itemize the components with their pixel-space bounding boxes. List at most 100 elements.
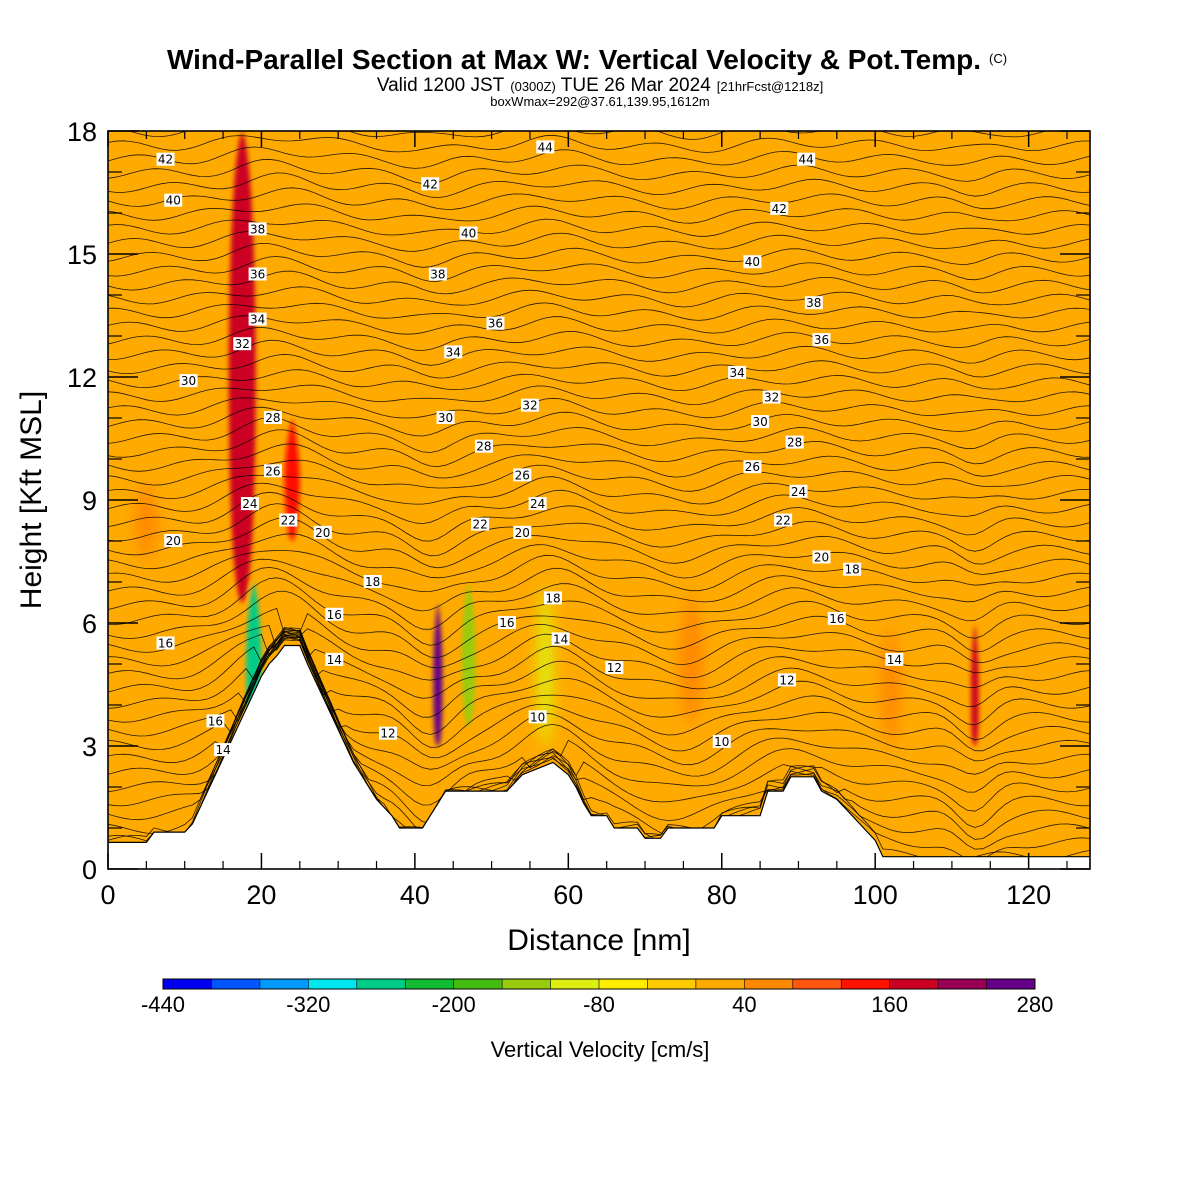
contour-label-bg [363,575,382,588]
contour-label-text: 22 [472,518,487,532]
contour-label: 36 [486,316,505,331]
contour-label-bg [486,316,505,330]
theta-contour-46 [108,203,1090,224]
colorbar-tick-label: -80 [583,992,615,1017]
theta-contour-38 [108,315,1090,335]
theta-contour-52 [127,131,1047,140]
contour-label-bg [543,591,562,605]
contour-label-text: 26 [265,464,280,478]
theta-contour-36 [108,339,1090,366]
contour-label-bg [263,411,282,424]
contour-label-text: 44 [538,140,553,154]
contour-label-bg [827,611,846,625]
contour-label-text: 36 [814,333,829,347]
y-tick-label: 18 [67,117,97,147]
colorbar-swatch [792,979,842,989]
theta-contour-12 [108,635,1090,718]
valid-date: TUE 26 Mar 2024 [561,75,711,96]
contour-label-bg [762,390,781,404]
contour-label-bg [164,193,183,207]
contour-label-text: 10 [714,735,729,749]
contour-label: 16 [325,607,344,622]
contour-label-bg [774,513,793,527]
contour-label-text: 24 [791,485,806,499]
colorbar-title: Vertical Velocity [cm/s] [491,1037,710,1062]
contour-label-bg [428,267,447,281]
contour-label: 42 [156,152,175,167]
chart-title: Wind-Parallel Section at Max W: Vertical… [167,44,1007,75]
contour-label-text: 30 [438,411,453,425]
contour-label: 10 [528,710,547,724]
contour-label: 22 [774,513,793,528]
contour-label: 22 [279,513,298,528]
contour-label-bg [797,152,816,166]
colorbar-tick-label: -440 [141,992,185,1017]
colorbar-swatch [841,979,891,989]
contour-label-text: 18 [845,563,860,577]
contour-label-bg [520,398,539,412]
contour-label-text: 24 [530,497,545,511]
contour-label-bg [497,616,516,629]
theta-contour-39 [108,302,1090,321]
contour-label-bg [444,345,463,359]
contour-label-text: 18 [365,575,380,589]
colorbar-swatch [695,979,745,989]
contour-label: 30 [436,411,455,425]
x-axis: 0 20 40 60 80 100 120 [100,131,1068,910]
contour-label: 22 [471,517,490,532]
title-text: Wind-Parallel Section at Max W: Vertical… [167,44,981,75]
contour-label-text: 42 [423,177,438,191]
contour-label-bg [240,497,259,511]
contour-label-bg [777,673,796,687]
y-tick-label: 9 [82,486,97,516]
contour-label-text: 30 [181,374,196,388]
contour-label-bg [214,743,233,757]
contour-label-bg [728,365,747,379]
contour-label-bg [536,140,555,154]
contour-label-bg [156,636,175,650]
contour-label-bg [206,714,225,728]
contour-label-text: 20 [814,550,829,564]
contour-label-text: 20 [166,534,181,548]
colorbar-tick-label: 280 [1017,992,1054,1017]
theta-contour-24 [108,491,1090,542]
contour-label-text: 20 [315,526,330,540]
y-tick-label: 0 [82,855,97,885]
contour-label-bg [248,222,267,236]
contour-label-text: 12 [779,673,794,687]
theta-contours [108,131,1090,862]
contour-label: 38 [248,222,267,236]
contour-labels: 4240383634323028262422201616142018161412… [156,140,904,757]
contour-label: 34 [248,312,267,327]
contour-label-text: 34 [446,345,461,359]
colorbar-tick-label: 160 [871,992,908,1017]
colorbar-swatch [550,979,600,989]
contour-label-bg [785,435,804,449]
contour-label: 36 [248,267,267,282]
contour-label: 28 [263,411,282,425]
colorbar-swatch [889,979,939,989]
contour-label-text: 36 [250,268,265,282]
contour-label-text: 12 [607,661,622,675]
contour-label: 44 [536,140,555,154]
contour-label-text: 14 [553,632,568,646]
contour-label: 26 [513,468,532,482]
contour-label: 42 [421,177,440,191]
colorbar-swatch [259,979,309,989]
contour-label-text: 24 [242,497,257,511]
theta-contour-5 [108,630,1090,824]
y-tick-label: 12 [67,363,97,393]
theta-contour-31 [108,406,1090,437]
contour-label-bg [436,411,455,424]
theta-contour-23 [108,503,1090,557]
contour-label-bg [743,255,762,269]
wind-feature-6 [971,623,979,746]
theta-contour-47 [108,187,1090,210]
contour-label: 20 [164,534,183,548]
contour-label-text: 44 [799,153,814,167]
theta-contour-51 [108,134,1090,153]
plot-area: 4240383634323028262422201616142018161412… [108,131,1090,869]
chart-header: Wind-Parallel Section at Max W: Vertical… [167,44,1007,109]
contour-label-text: 36 [488,317,503,331]
